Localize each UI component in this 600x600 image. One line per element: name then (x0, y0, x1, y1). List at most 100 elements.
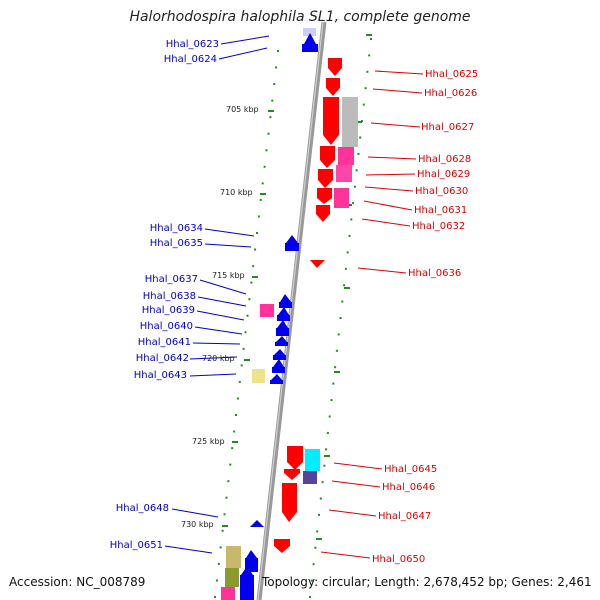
gene-label[interactable]: Hhal_0629 (417, 169, 470, 180)
ruler-dot (242, 347, 245, 350)
gene-arrow-0642b[interactable] (272, 359, 285, 373)
gene-arrow-0645[interactable] (287, 446, 303, 470)
gene-arrow-0638[interactable] (279, 294, 292, 308)
gene-arrow-0651a[interactable] (245, 550, 258, 572)
ruler-dot (357, 152, 360, 155)
gene-label[interactable]: Hhal_0642 (136, 353, 189, 364)
right-leader-lines (320, 70, 424, 559)
gene-arrow-0631[interactable] (317, 188, 332, 204)
gene-arrow-0647[interactable] (282, 483, 297, 522)
ruler-dot (275, 66, 278, 69)
gene-arrow-0651b[interactable] (240, 566, 254, 600)
gene-label[interactable]: Hhal_0627 (421, 122, 474, 133)
ruler-dot (330, 399, 333, 402)
gene-label[interactable]: Hhal_0626 (424, 88, 477, 99)
ruler-dot (366, 70, 369, 73)
gene-block-0643-yellow[interactable] (252, 369, 265, 383)
ruler-dot (326, 431, 329, 434)
gene-block-0631-pink[interactable] (334, 188, 349, 208)
gene-arrow-0640[interactable] (276, 320, 289, 336)
ruler-dot (350, 218, 353, 221)
gene-label[interactable]: Hhal_0648 (116, 503, 169, 514)
ruler-dot (254, 248, 257, 251)
gene-label[interactable]: Hhal_0623 (166, 39, 219, 50)
gene-label[interactable]: Hhal_0639 (142, 305, 195, 316)
gene-block-0628-pink[interactable] (338, 147, 354, 165)
gene-block-0629-pink[interactable] (336, 165, 352, 182)
ruler-dot (318, 513, 320, 516)
gene-arrow-0639[interactable] (277, 307, 290, 321)
gene-label[interactable]: Hhal_0628 (418, 154, 471, 165)
gene-arrow-0650[interactable] (274, 539, 290, 553)
ruler-dot (271, 99, 274, 102)
gene-arrow-0641[interactable] (275, 336, 288, 346)
right-ruler-dots (309, 38, 372, 598)
gene-label[interactable]: Hhal_0643 (134, 370, 187, 381)
left-ruler-dots (214, 50, 279, 598)
gene-block-0645-cyan[interactable] (305, 449, 320, 471)
ruler-dot (335, 349, 338, 352)
gene-block-0651-khaki[interactable] (226, 546, 241, 568)
ruler-dot (339, 317, 342, 319)
gene-arrow-0648[interactable] (250, 520, 264, 527)
gene-label[interactable]: Hhal_0638 (143, 291, 196, 302)
gene-label[interactable]: Hhal_0635 (150, 238, 203, 249)
ruler-dot (321, 481, 324, 484)
ruler-dot (215, 579, 218, 582)
gene-label[interactable]: Hhal_0637 (145, 274, 198, 285)
gene-label[interactable]: Hhal_0631 (414, 205, 467, 216)
genome-backbone-highlight (257, 21, 324, 600)
ruler-dot (219, 546, 222, 549)
gene-arrow-0624[interactable] (302, 33, 318, 52)
gene-arrow-0635[interactable] (285, 235, 299, 251)
ruler-dot (236, 397, 239, 400)
ruler-dot (334, 366, 337, 369)
ruler-dot (257, 215, 260, 218)
gene-arrow-0636[interactable] (310, 260, 325, 268)
ruler-dot (352, 202, 355, 205)
ruler-dot (240, 364, 243, 367)
gene-label[interactable]: Hhal_0646 (382, 482, 435, 493)
gene-label[interactable]: Hhal_0632 (412, 221, 465, 232)
gene-arrow-0632[interactable] (316, 205, 330, 222)
gene-label[interactable]: Hhal_0630 (415, 186, 468, 197)
gene-label[interactable]: Hhal_0636 (408, 268, 461, 279)
gene-block-0627-gray[interactable] (342, 97, 358, 147)
ruler-dot (246, 314, 249, 317)
gene-arrow-0626[interactable] (326, 78, 340, 96)
gene-label[interactable]: Hhal_0634 (150, 223, 203, 234)
gene-arrow-0642a[interactable] (273, 349, 286, 360)
kbp-label: 710 kbp (220, 188, 253, 197)
gene-label[interactable]: Hhal_0624 (164, 54, 217, 65)
gene-block-0638-pink[interactable] (260, 304, 274, 317)
gene-label[interactable]: Hhal_0641 (138, 337, 191, 348)
ruler-dot (248, 298, 251, 301)
ruler-dot (346, 251, 349, 254)
ruler-dot (355, 169, 358, 172)
gene-block-0646-purple[interactable] (303, 471, 317, 484)
ruler-dot (229, 463, 232, 466)
gene-label[interactable]: Hhal_0651 (110, 540, 163, 551)
gene-arrow-0629[interactable] (318, 169, 333, 188)
gene-arrow-0643[interactable] (270, 374, 283, 384)
ruler-dot (312, 563, 315, 566)
gene-label[interactable]: Hhal_0625 (425, 69, 478, 80)
ruler-dot (362, 103, 365, 106)
gene-label[interactable]: Hhal_0640 (140, 321, 193, 332)
ruler-dot (328, 415, 331, 418)
gene-label[interactable]: Hhal_0650 (372, 554, 425, 565)
gene-block-0651-pink[interactable] (221, 587, 235, 600)
genome-stats-text: Topology: circular; Length: 2,678,452 bp… (262, 575, 592, 589)
gene-arrow-0623[interactable] (303, 28, 316, 36)
gene-arrow-0627[interactable] (323, 97, 339, 145)
gene-label[interactable]: Hhal_0645 (384, 464, 437, 475)
left-leader-lines (164, 35, 270, 554)
ruler-dot (309, 596, 311, 598)
gene-arrow-0628[interactable] (320, 146, 335, 168)
gene-block-0651-olive[interactable] (225, 568, 239, 587)
gene-arrow-0646[interactable] (284, 469, 300, 480)
gene-arrow-0625[interactable] (328, 58, 342, 76)
gene-label[interactable]: Hhal_0647 (378, 511, 431, 522)
forward-gene-blocks (221, 28, 318, 600)
